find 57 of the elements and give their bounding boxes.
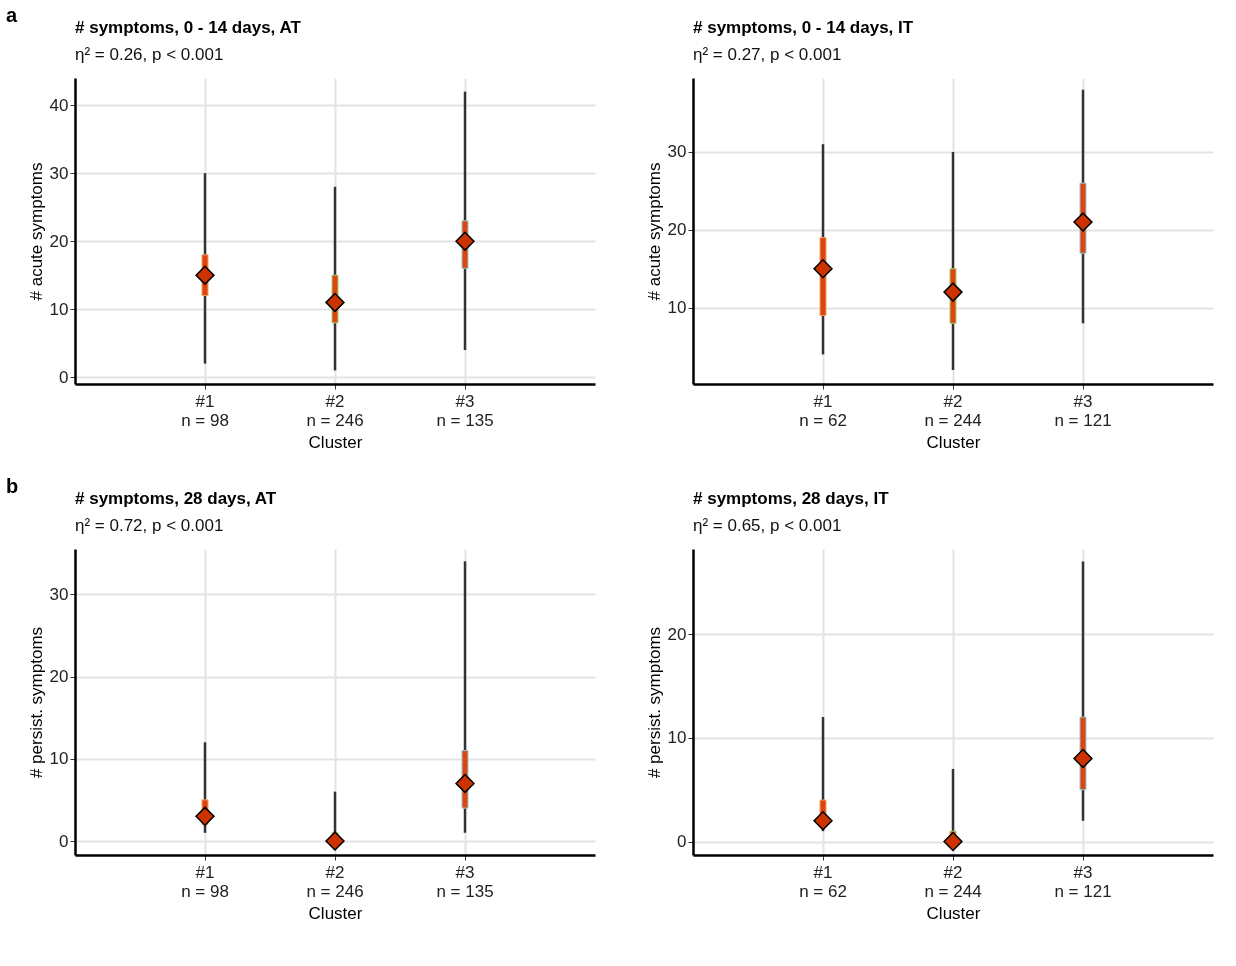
y-axis-title: # acute symptoms <box>644 162 664 301</box>
x-axis-title: Cluster <box>308 903 363 923</box>
chart-title: # symptoms, 0 - 14 days, IT <box>693 18 914 37</box>
x-tick-label: #2 n = 244 <box>924 862 982 901</box>
x-axis-title: Cluster <box>926 903 981 923</box>
point <box>943 282 963 302</box>
text: a <box>6 4 18 27</box>
point <box>195 265 215 285</box>
point <box>813 811 833 831</box>
chart-title: # symptoms, 0 - 14 days, AT <box>75 18 302 37</box>
x-tick-label: #2 n = 246 <box>306 862 364 901</box>
x-tick-label: #1 n = 62 <box>799 862 847 901</box>
y-tick-label: 20 <box>667 624 687 644</box>
x-tick-label: #2 n = 246 <box>306 391 364 430</box>
y-tick-label: 40 <box>49 95 69 115</box>
y-tick-label: 20 <box>49 667 69 686</box>
y-tick-label: 0 <box>59 367 69 387</box>
y-tick-label: 10 <box>49 749 69 769</box>
y-axis-title: # acute symptoms <box>26 162 46 301</box>
chart-subtitle: η² = 0.26, p < 0.001 <box>75 45 224 64</box>
y-tick-label: 30 <box>667 142 687 162</box>
text: b <box>6 475 19 498</box>
y-tick-label: 30 <box>49 584 69 604</box>
point <box>943 831 963 852</box>
point <box>195 806 215 827</box>
x-tick-label: #2 n = 244 <box>924 391 982 430</box>
chart-subtitle: η² = 0.65, p < 0.001 <box>693 516 842 535</box>
point <box>1073 748 1093 769</box>
point <box>455 773 475 794</box>
x-tick-label: #3 n = 121 <box>1054 391 1112 430</box>
y-tick-label: 20 <box>667 220 687 240</box>
point <box>325 831 345 851</box>
point <box>813 259 833 279</box>
chart-title: # symptoms, 28 days, AT <box>75 489 277 508</box>
y-tick-label: 10 <box>667 728 687 748</box>
chart-subtitle: η² = 0.27, p < 0.001 <box>693 45 842 64</box>
x-tick-label: #1 n = 98 <box>181 391 229 430</box>
y-axis-title: # persist. symptoms <box>26 626 46 779</box>
y-tick-label: 30 <box>49 163 69 183</box>
chart-subtitle: η² = 0.72, p < 0.001 <box>75 516 224 535</box>
point <box>455 231 475 251</box>
x-tick-label: #1 n = 98 <box>181 862 229 901</box>
x-axis-title: Cluster <box>308 432 363 452</box>
y-axis-title: # persist. symptoms <box>644 626 664 779</box>
y-tick-label: 0 <box>59 831 69 851</box>
y-tick-label: 20 <box>49 231 69 251</box>
y-tick-label: 10 <box>49 299 69 319</box>
point <box>325 292 345 313</box>
x-tick-label: #3 n = 135 <box>436 391 494 430</box>
chart-title: # symptoms, 28 days, IT <box>693 489 890 508</box>
x-axis-title: Cluster <box>926 432 981 452</box>
x-tick-label: #1 n = 62 <box>799 391 847 430</box>
point <box>1073 212 1093 232</box>
y-tick-label: 0 <box>677 832 687 852</box>
x-tick-label: #3 n = 121 <box>1054 862 1112 901</box>
y-tick-label: 10 <box>667 298 687 318</box>
x-tick-label: #3 n = 135 <box>436 862 494 901</box>
